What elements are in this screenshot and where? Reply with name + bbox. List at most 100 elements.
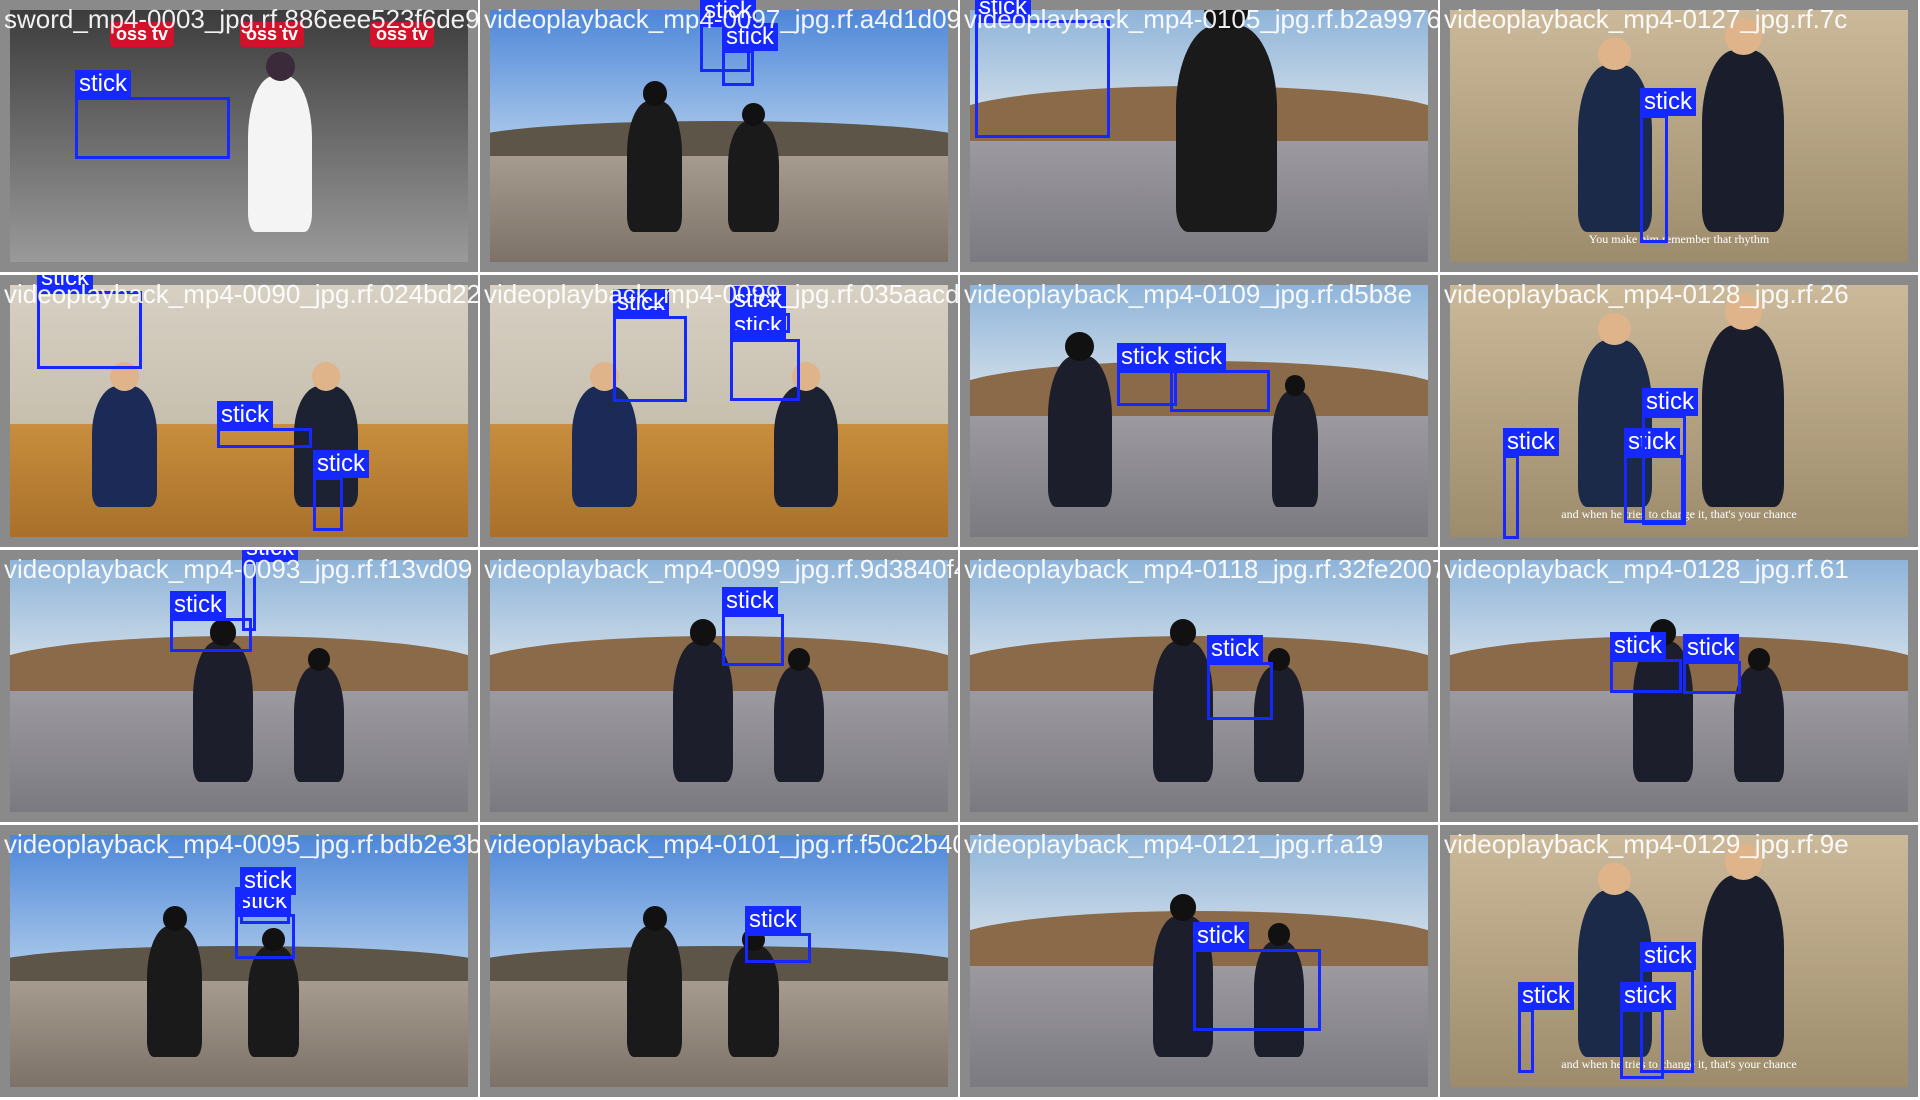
detection-label: stick [745, 906, 801, 934]
image-tile: videoplayback_mp4-0121_jpg.rf.a19 stick [960, 825, 1438, 1097]
image-tile: oss tv oss tv oss tv sword_mp4-0003_jpg.rf.… [0, 0, 478, 272]
detection-label: stick [1207, 635, 1263, 663]
channel-logo: oss tv [110, 22, 175, 47]
detection-label: stick [240, 867, 296, 895]
practitioner [1578, 340, 1652, 507]
practitioner [1578, 65, 1652, 232]
practitioner [92, 385, 157, 507]
detection-label: stick [1170, 343, 1226, 371]
detection-label: stick [37, 275, 93, 292]
practitioner [1272, 390, 1319, 507]
detection-label: stick [313, 450, 369, 478]
detection-box: stick [1640, 942, 1696, 1073]
detection-label: stick [722, 23, 778, 51]
image-tile: and when he tries to change it, that's y… [1440, 825, 1918, 1097]
practitioner-head [209, 618, 237, 646]
image-tile: videoplayback_mp4-0099_jpg.rf.9d3840f4 st… [480, 550, 958, 822]
photo [10, 835, 468, 1087]
practitioner-head [742, 103, 765, 126]
detection-label: stick [1683, 634, 1739, 662]
image-tile: videoplayback_mp4-0118_jpg.rf.32fe2007 st… [960, 550, 1438, 822]
detection-box: stick [1640, 88, 1696, 243]
practitioner [1047, 355, 1112, 507]
photo [970, 560, 1428, 812]
detection-label: stick [217, 401, 273, 429]
channel-logo: oss tv [240, 22, 305, 47]
detection-label: stick [1117, 343, 1173, 371]
detection-label: stick [1624, 428, 1680, 456]
detection-label: stick [1503, 428, 1559, 456]
photo: You make him remember that rhythm [1450, 10, 1908, 262]
detection-box: stick [722, 587, 784, 666]
dojo-wall [490, 285, 948, 424]
practitioner [773, 665, 825, 782]
practitioner [627, 100, 683, 232]
practitioner [1633, 640, 1693, 782]
practitioner-head [1065, 331, 1095, 361]
practitioner [1578, 890, 1652, 1057]
detection-box: stick [1170, 343, 1270, 412]
practitioner [572, 385, 637, 507]
detection-box: stick [1683, 634, 1741, 694]
detection-label: stick [75, 70, 131, 98]
practitioner-head [1267, 923, 1291, 946]
practitioner-head [791, 362, 821, 391]
practitioner-head [689, 618, 717, 646]
practitioner-head [162, 906, 188, 931]
practitioner [1176, 25, 1277, 232]
image-tile: videoplayback_mp4-0105_jpg.rf.b2a9976329… [960, 0, 1438, 272]
paved-ground [970, 416, 1428, 537]
detection-box: stick [37, 275, 142, 369]
dojo-wall [10, 285, 468, 424]
image-tile: and when he tries to change it, that's y… [1440, 275, 1918, 547]
practitioner [1253, 940, 1305, 1057]
photo: oss tv oss tv oss tv [10, 10, 468, 262]
practitioner [1701, 875, 1785, 1057]
practitioner-head [307, 648, 331, 671]
stone-steps [10, 945, 468, 987]
practitioner-head [1598, 862, 1632, 896]
detection-box: stick [170, 591, 252, 652]
practitioner-head [262, 928, 285, 951]
detection-label: stick [1518, 982, 1574, 1010]
detection-box: stick [1624, 428, 1684, 523]
detection-box: stick [1642, 388, 1698, 525]
photo [970, 285, 1428, 537]
practitioner [147, 925, 203, 1057]
practitioner-head [1169, 893, 1197, 921]
detection-box: stick [313, 450, 369, 531]
detection-box: stick [1207, 635, 1273, 720]
practitioner [1253, 665, 1305, 782]
detection-box: stick [745, 906, 811, 963]
practitioner [627, 925, 683, 1057]
detection-box: stick [722, 23, 778, 86]
stone-steps [490, 120, 948, 162]
photo [490, 835, 948, 1087]
wooden-floor [490, 423, 948, 537]
practitioner-head [1598, 37, 1632, 71]
detection-label: stick [722, 587, 778, 615]
detection-label: stick [1610, 632, 1666, 660]
detection-box: stick [240, 867, 296, 924]
practitioner [1701, 50, 1785, 232]
detection-box: stick [1117, 343, 1177, 406]
detection-label: stick [1640, 942, 1696, 970]
practitioner-head [1284, 375, 1306, 396]
photo [970, 10, 1428, 262]
image-tile: videoplayback_mp4-0097_jpg.rf.a4d1d09adf… [480, 0, 958, 272]
image-tile: videoplayback_mp4-0101_jpg.rf.f50c2b4065… [480, 825, 958, 1097]
detection-label: stick [700, 0, 756, 25]
detection-box: stick [217, 401, 312, 448]
channel-logo: oss tv [370, 22, 435, 47]
practitioner-head [787, 648, 811, 671]
practitioner-head [642, 81, 668, 106]
practitioner [728, 120, 779, 232]
image-tile: videoplayback_mp4-0093_jpg.rf.f13vd09 sti… [0, 550, 478, 822]
subtitle-caption: You make him remember that rhythm [1588, 231, 1770, 246]
detection-box: stick [613, 289, 687, 402]
detection-label: stick [730, 312, 786, 340]
detection-box: stick [242, 550, 298, 631]
practitioner [1701, 325, 1785, 507]
practitioner [293, 665, 345, 782]
stone-steps [490, 945, 948, 987]
